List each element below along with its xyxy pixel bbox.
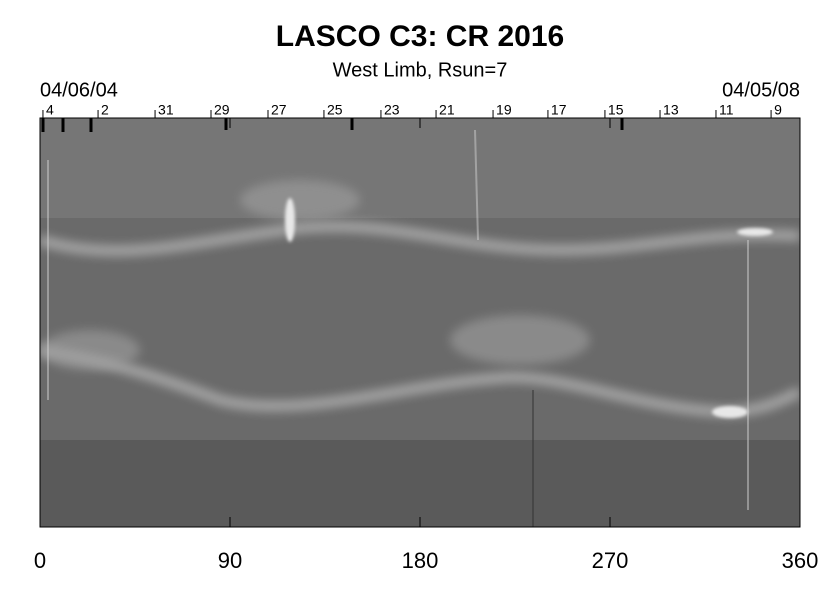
x-tick-label: 270 xyxy=(592,548,629,573)
top-tick-label: 11 xyxy=(719,102,734,118)
start-date: 04/06/04 xyxy=(40,79,118,101)
end-date: 04/05/08 xyxy=(722,79,800,101)
top-tick-label: 31 xyxy=(158,102,174,118)
x-tick-label: 180 xyxy=(402,548,439,573)
x-tick-label: 90 xyxy=(218,548,242,573)
top-tick-label: 15 xyxy=(608,102,624,118)
chart-title: LASCO C3: CR 2016 xyxy=(276,20,564,53)
top-tick-label: 13 xyxy=(663,102,679,118)
top-tick-label: 17 xyxy=(551,102,567,118)
x-tick-label: 360 xyxy=(782,548,819,573)
top-tick-label: 2 xyxy=(101,102,109,118)
top-tick-label: 9 xyxy=(774,102,782,118)
top-tick-label: 19 xyxy=(496,102,512,118)
top-tick-label: 4 xyxy=(46,102,54,118)
top-tick-label: 29 xyxy=(214,102,230,118)
top-tick-label: 23 xyxy=(384,102,400,118)
map-image xyxy=(40,118,800,527)
top-tick-label: 25 xyxy=(327,102,343,118)
data-gaps xyxy=(41,118,624,132)
chart-subtitle: West Limb, Rsun=7 xyxy=(333,59,508,81)
top-tick-label: 27 xyxy=(271,102,287,118)
x-tick-label: 0 xyxy=(34,548,46,573)
top-tick-label: 21 xyxy=(439,102,455,118)
